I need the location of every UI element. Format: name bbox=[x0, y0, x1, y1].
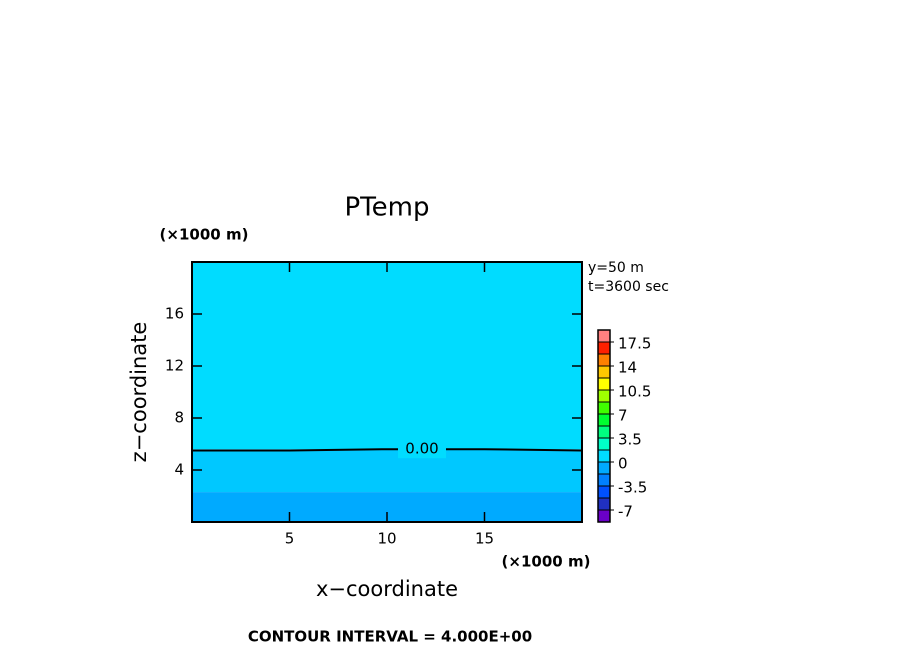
colorbar-segment bbox=[597, 425, 611, 439]
colorbar-tick-label: -7 bbox=[618, 503, 633, 521]
filled-region bbox=[192, 449, 582, 493]
y-axis-label: z−coordinate bbox=[127, 322, 151, 463]
footer: CONTOUR INTERVAL = 4.000E+00 bbox=[248, 628, 532, 646]
annotation: t=3600 sec bbox=[588, 279, 669, 295]
colorbar-frame bbox=[597, 329, 611, 523]
colorbar-segment bbox=[597, 437, 611, 451]
colorbar-tick-label: 14 bbox=[618, 359, 637, 377]
colorbar-segment bbox=[597, 341, 611, 355]
colorbar-segment bbox=[597, 497, 611, 511]
colorbar-tick-label: 7 bbox=[618, 407, 628, 425]
x-tick-label: 15 bbox=[475, 530, 494, 548]
colorbar-segment bbox=[597, 509, 611, 523]
x-axis-label: x−coordinate bbox=[316, 577, 458, 601]
colorbar-segment bbox=[597, 461, 611, 475]
colorbar-segment bbox=[597, 473, 611, 487]
colorbar-segment bbox=[597, 413, 611, 427]
colorbar-segment bbox=[597, 401, 611, 415]
contour-line bbox=[192, 448, 583, 452]
colorbar-tick-label: 17.5 bbox=[618, 335, 651, 353]
contour-label-bg bbox=[398, 440, 446, 459]
colorbar-tick-label: 10.5 bbox=[618, 383, 651, 401]
y-tick-label: 8 bbox=[174, 409, 184, 427]
y-unit: (×1000 m) bbox=[160, 226, 249, 244]
chart-title: PTemp bbox=[345, 193, 430, 223]
y-tick-label: 16 bbox=[165, 305, 184, 323]
colorbar-tick-label: 0 bbox=[618, 455, 628, 473]
colorbar-tick-label: 3.5 bbox=[618, 431, 642, 449]
colorbar-segment bbox=[597, 377, 611, 391]
y-tick-label: 4 bbox=[174, 461, 184, 479]
contour-label: 0.00 bbox=[405, 440, 438, 458]
colorbar-segment bbox=[597, 485, 611, 499]
filled-region bbox=[192, 262, 582, 450]
colorbar-segment bbox=[597, 329, 611, 343]
colorbar-segment bbox=[597, 449, 611, 463]
x-unit: (×1000 m) bbox=[502, 553, 591, 571]
colorbar-tick-label: -3.5 bbox=[618, 479, 647, 497]
x-tick-label: 5 bbox=[285, 530, 295, 548]
colorbar-segment bbox=[597, 365, 611, 379]
x-tick-label: 10 bbox=[377, 530, 396, 548]
colorbar-segment bbox=[597, 389, 611, 403]
annotation: y=50 m bbox=[588, 260, 644, 276]
colorbar-segment bbox=[597, 353, 611, 367]
y-tick-label: 12 bbox=[165, 357, 184, 375]
